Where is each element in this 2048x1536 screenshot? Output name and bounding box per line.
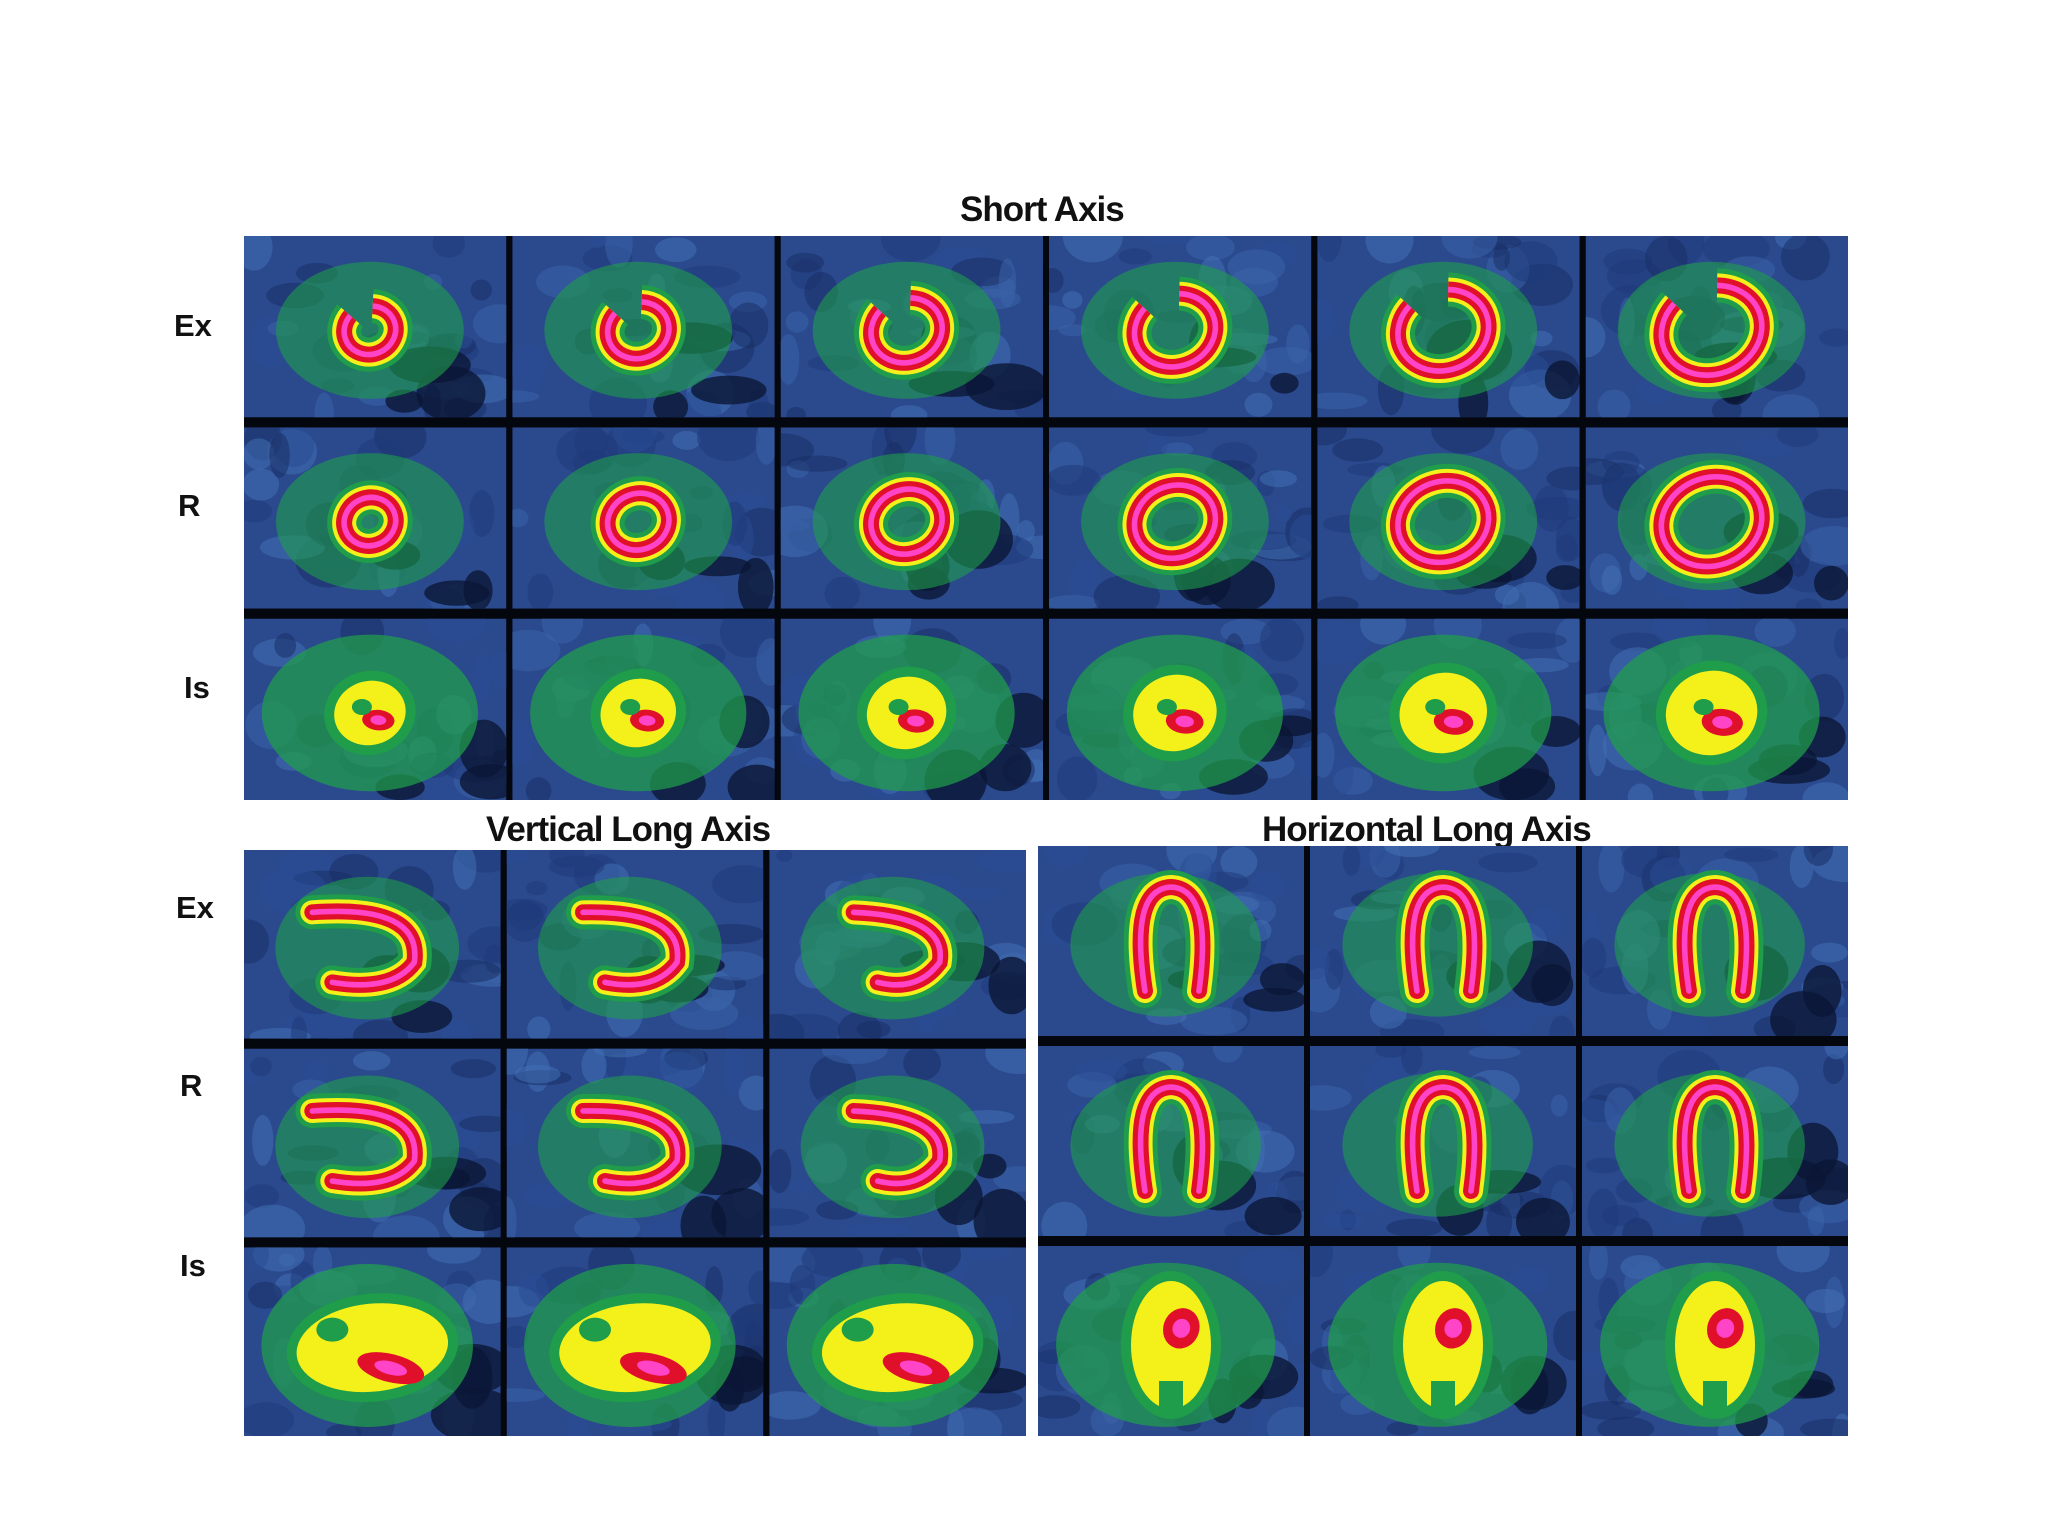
hla-slice-r2-c3: [1582, 1046, 1848, 1236]
vla-row-label-r: R: [180, 1068, 203, 1103]
vla-slice-r2-c2: [506, 1048, 764, 1238]
horizontal-long-axis-image-grid: [1038, 846, 1848, 1436]
short-slice-r3-c6: [1585, 618, 1848, 800]
hla-slice-r1-c1: [1038, 846, 1304, 1036]
short-slice-r2-c2: [512, 427, 775, 609]
short-slice-r2-c4: [1049, 427, 1312, 609]
short-slice-r1-c4: [1049, 236, 1312, 418]
short-slice-r2-c3: [780, 427, 1044, 609]
short-slice-r2-c6: [1585, 427, 1848, 609]
short-slice-r3-c1: [244, 618, 507, 800]
hla-slice-r2-c1: [1038, 1046, 1304, 1236]
short-axis-row-label-is: Is: [184, 670, 210, 705]
hla-slice-r1-c3: [1582, 846, 1848, 1036]
short-axis-row-label-ex: Ex: [174, 308, 212, 343]
short-slice-r2-c1: [244, 427, 507, 609]
short-slice-r1-c5: [1317, 236, 1580, 418]
short-slice-r1-c3: [780, 236, 1044, 418]
short-axis-row-label-r: R: [178, 488, 201, 523]
vla-slice-r2-c3: [769, 1048, 1026, 1238]
vertical-long-axis-image-grid: [244, 850, 1026, 1436]
vertical-long-axis-title: Vertical Long Axis: [486, 810, 771, 849]
short-slice-r3-c3: [780, 618, 1044, 800]
short-slice-r1-c6: [1585, 236, 1848, 418]
vla-slice-r1-c2: [506, 850, 764, 1039]
vla-slice-r3-c2: [506, 1247, 764, 1436]
short-slice-r1-c2: [512, 236, 775, 418]
short-slice-r3-c2: [512, 618, 775, 800]
short-axis-slices: [244, 236, 1848, 800]
hla-slice-r3-c1: [1038, 1246, 1304, 1436]
short-slice-r2-c5: [1317, 427, 1580, 609]
vla-slice-r1-c3: [769, 850, 1026, 1039]
horizontal-long-axis-slices: [1038, 846, 1848, 1436]
hla-slice-r2-c2: [1310, 1046, 1576, 1236]
vla-slice-r3-c1: [244, 1247, 501, 1436]
short-slice-r3-c5: [1317, 618, 1580, 800]
vla-slice-r1-c1: [244, 850, 501, 1039]
vla-slice-r2-c1: [244, 1048, 501, 1238]
vertical-long-axis-slices: [244, 850, 1026, 1436]
horizontal-long-axis-title: Horizontal Long Axis: [1262, 810, 1592, 849]
hla-slice-r3-c3: [1582, 1246, 1848, 1436]
hla-slice-r3-c2: [1310, 1246, 1576, 1436]
short-axis-title: Short Axis: [960, 190, 1125, 229]
short-axis-image-grid: [244, 236, 1848, 800]
vla-row-label-ex: Ex: [176, 890, 214, 925]
vla-row-label-is: Is: [180, 1248, 206, 1283]
short-slice-r1-c1: [244, 236, 507, 418]
hla-slice-r1-c2: [1310, 846, 1576, 1036]
short-slice-r3-c4: [1049, 618, 1312, 800]
vla-slice-r3-c3: [769, 1247, 1026, 1436]
